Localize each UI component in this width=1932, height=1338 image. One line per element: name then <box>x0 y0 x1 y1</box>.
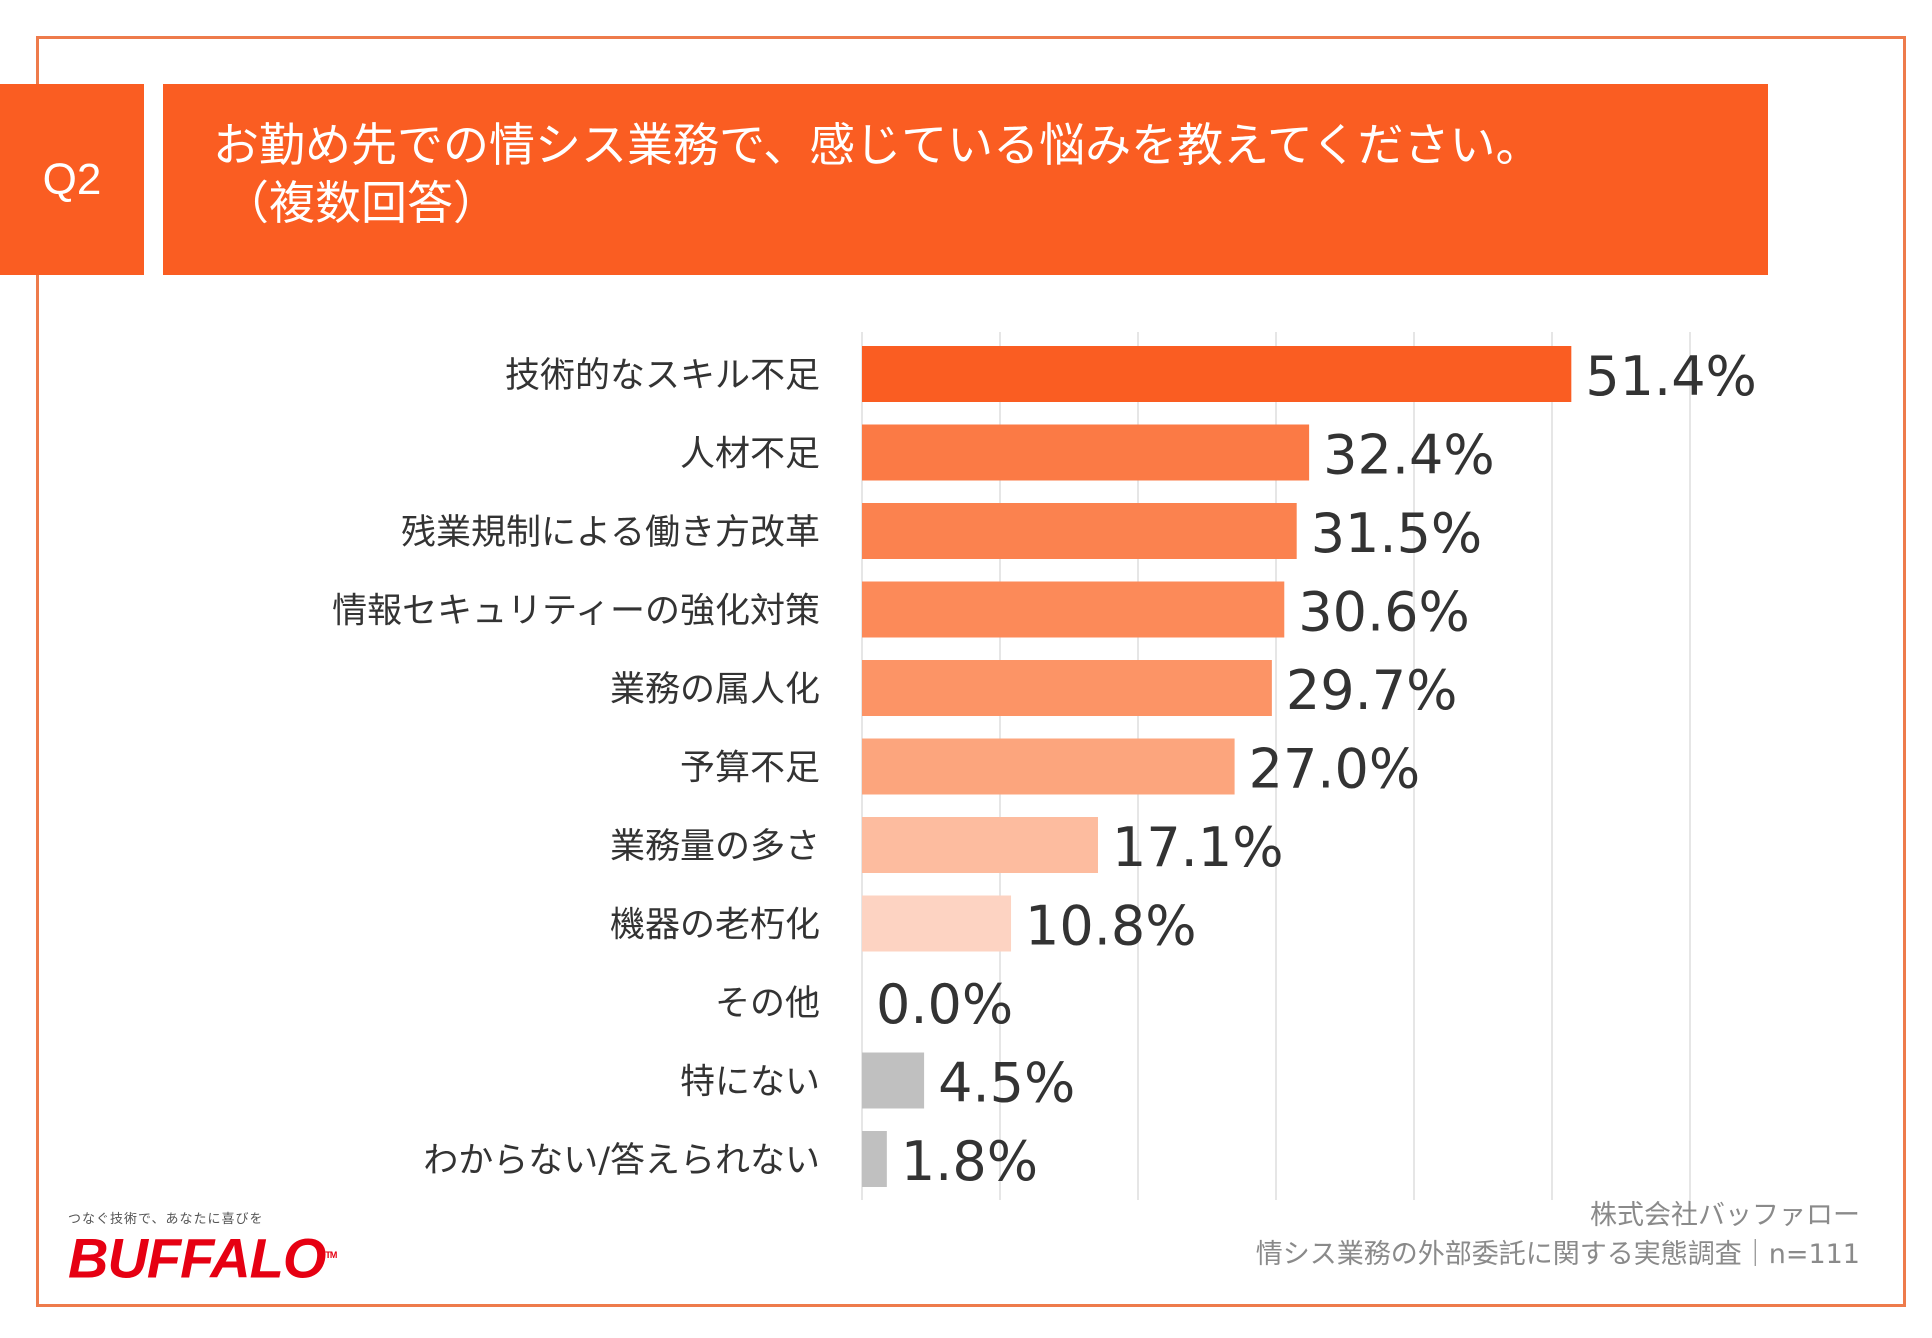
buffalo-logo: つなぐ技術で、あなたに喜びを BUFFALOTM <box>68 1208 337 1290</box>
question-subtitle: （複数回答） <box>223 176 499 230</box>
value-label: 0.0% <box>876 973 1013 1036</box>
category-label: 特にない <box>680 1063 820 1103</box>
value-label: 17.1% <box>1112 816 1284 879</box>
category-label: 人材不足 <box>680 435 820 475</box>
value-label: 4.5% <box>938 1052 1075 1115</box>
value-label: 29.7% <box>1286 659 1458 722</box>
bar <box>862 738 1235 795</box>
value-label: 1.8% <box>901 1130 1038 1193</box>
bar <box>862 424 1310 481</box>
bar <box>862 503 1297 559</box>
company-name: 株式会社バッファロー <box>1590 1200 1860 1231</box>
bar <box>862 346 1572 402</box>
category-label: 機器の老朽化 <box>610 906 820 946</box>
value-label: 27.0% <box>1249 738 1421 801</box>
value-label: 31.5% <box>1311 502 1483 565</box>
bar <box>862 660 1272 716</box>
title-banner: お勤め先での情シス業務で、感じている悩みを教えてください。 （複数回答） <box>163 84 1768 275</box>
bar <box>862 1131 887 1187</box>
category-label: その他 <box>715 984 820 1024</box>
question-title: お勤め先での情シス業務で、感じている悩みを教えてください。 <box>213 118 1542 172</box>
bar <box>862 1052 925 1109</box>
logo-wordmark: BUFFALOTM <box>68 1226 337 1290</box>
logo-trademark: TM <box>325 1250 337 1260</box>
category-label: 業務量の多さ <box>610 827 820 867</box>
value-label: 51.4% <box>1585 345 1757 408</box>
chart-frame <box>36 36 1906 1307</box>
category-label: 残業規制による働き方改革 <box>401 513 820 553</box>
value-label: 30.6% <box>1298 581 1470 644</box>
bar <box>862 895 1012 952</box>
logo-wordmark-text: BUFFALO <box>68 1226 326 1290</box>
bar <box>862 581 1285 638</box>
survey-name: 情シス業務の外部委託に関する実態調査｜n=111 <box>1255 1239 1860 1270</box>
bar <box>862 817 1098 873</box>
value-label: 10.8% <box>1025 895 1197 958</box>
category-label: わからない/答えられない <box>423 1141 820 1181</box>
logo-tagline: つなぐ技術で、あなたに喜びを <box>68 1212 264 1227</box>
category-label: 技術的なスキル不足 <box>505 356 820 396</box>
source-note: 株式会社バッファロー 情シス業務の外部委託に関する実態調査｜n=111 <box>1256 1196 1860 1274</box>
category-label: 情報セキュリティーの強化対策 <box>332 592 820 632</box>
category-label: 予算不足 <box>680 749 820 789</box>
value-label: 32.4% <box>1323 424 1495 487</box>
question-badge: Q2 <box>0 84 144 275</box>
category-label: 業務の属人化 <box>610 670 820 710</box>
